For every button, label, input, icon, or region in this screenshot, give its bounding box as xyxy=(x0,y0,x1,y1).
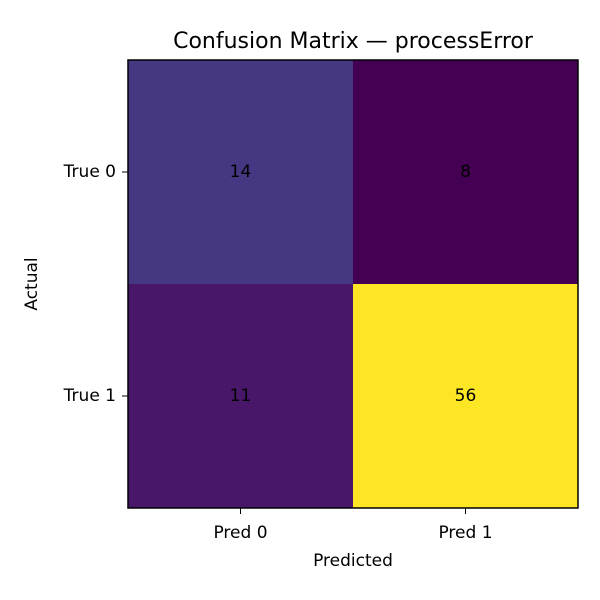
chart-title: Confusion Matrix — processError xyxy=(173,29,534,54)
heatmap-cell-r1-c0 xyxy=(128,284,353,508)
cell-value-label-r1-c0: 11 xyxy=(230,386,252,406)
cell-value-labels: 14 8 11 56 xyxy=(230,162,477,406)
x-tick-label-0: Pred 0 xyxy=(213,523,267,543)
heatmap-cell-r1-c1 xyxy=(353,284,578,508)
x-tick-label-1: Pred 1 xyxy=(438,523,492,543)
heatmap-cells xyxy=(128,60,578,508)
heatmap-cell-r0-c0 xyxy=(128,60,353,284)
y-tick-label-1: True 1 xyxy=(63,386,116,406)
y-tick-label-0: True 0 xyxy=(63,162,116,182)
plot-frame xyxy=(127,59,579,509)
cell-value-label-r0-c0: 14 xyxy=(230,162,252,182)
y-axis-label: Actual xyxy=(22,257,42,310)
cell-value-label-r0-c1: 8 xyxy=(460,162,471,182)
x-axis-ticks: Pred 0 Pred 1 xyxy=(213,508,493,543)
y-axis-ticks: True 0 True 1 xyxy=(63,162,128,406)
x-axis-label: Predicted xyxy=(313,551,393,571)
heatmap-cell-r0-c1 xyxy=(353,60,578,284)
cell-value-label-r1-c1: 56 xyxy=(455,386,477,406)
